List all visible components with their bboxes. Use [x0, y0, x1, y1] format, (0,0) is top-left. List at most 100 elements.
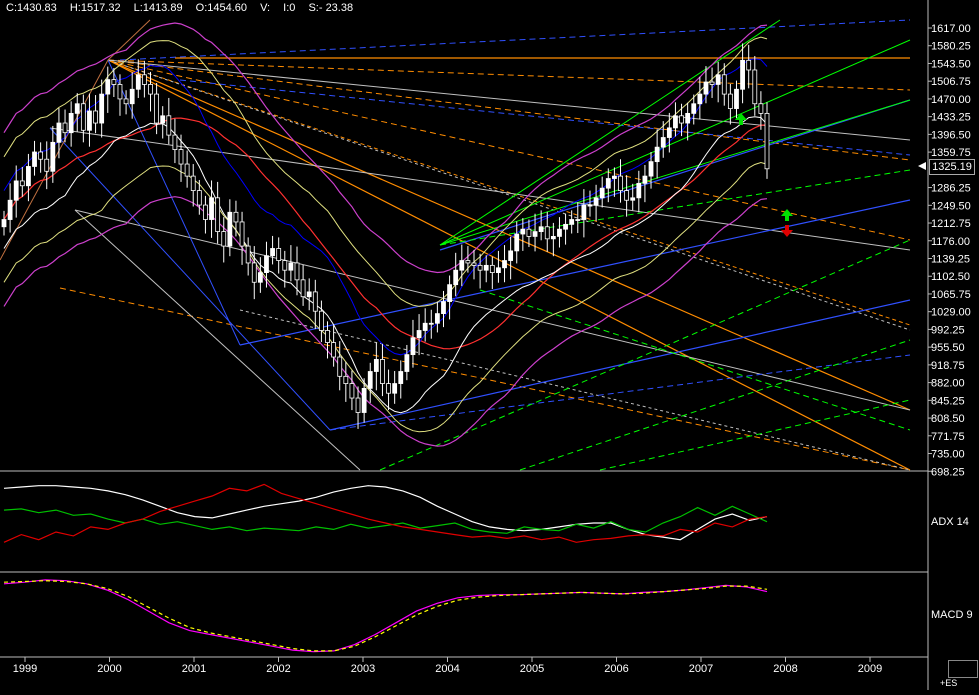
candle-body	[105, 79, 111, 95]
last-price-tag: 1325.19	[929, 159, 975, 175]
candle-body	[727, 93, 733, 109]
candle-body	[1, 219, 7, 228]
y-tick-label: 955.50	[931, 342, 965, 354]
high-value: H:1517.32	[69, 2, 121, 14]
candle-body	[215, 197, 221, 232]
price-axis: 1617.00 1580.25 1543.50 1506.75 1470.00 1433.…	[928, 23, 971, 478]
band-upper-blue	[3, 58, 768, 356]
candle-body	[593, 197, 599, 206]
candle-body	[196, 190, 202, 206]
candle-body	[673, 115, 678, 129]
candle-body	[221, 231, 227, 247]
x-tick-label: 2005	[520, 663, 544, 675]
fan-line	[379, 239, 911, 471]
y-tick-label: 1470.00	[931, 94, 971, 106]
candle-body	[264, 255, 269, 274]
s-value: S:- 23.38	[308, 2, 354, 14]
candle-body	[465, 260, 471, 264]
symbol-label: +ES	[940, 678, 958, 688]
candle-body	[135, 74, 141, 90]
macd-panel	[3, 579, 768, 653]
candle-body	[257, 272, 263, 283]
fan-line	[49, 127, 911, 251]
candle-body	[532, 231, 538, 237]
candle-body	[538, 226, 544, 232]
signal-arrows	[735, 113, 926, 237]
x-tick-label: 1999	[13, 663, 37, 675]
candle-body	[587, 204, 593, 207]
candle-body	[373, 359, 379, 372]
candle-body	[764, 112, 770, 170]
fan-line	[107, 59, 911, 471]
candle-body	[19, 180, 25, 187]
candle-body	[404, 354, 410, 372]
adx-label: ADX 14	[931, 516, 969, 528]
candle-body	[233, 211, 239, 223]
candle-body	[520, 228, 526, 235]
candle-body	[502, 260, 507, 269]
candle-body	[44, 158, 50, 172]
candle-body	[630, 197, 636, 201]
y-tick-label: 1359.75	[931, 147, 971, 159]
candle-body	[691, 103, 697, 114]
candle-body	[575, 219, 581, 221]
adx-panel	[3, 483, 768, 543]
candle-body	[685, 112, 691, 124]
candle-body	[123, 98, 129, 105]
fan-line	[107, 59, 911, 161]
fan-line	[179, 79, 911, 156]
candle-body	[129, 88, 135, 105]
candle-body	[361, 387, 367, 413]
panel-frame	[0, 0, 929, 690]
fan-line	[107, 59, 911, 411]
candle-body	[68, 112, 74, 134]
candle-body	[599, 187, 605, 199]
candle-body	[245, 245, 251, 264]
candle-body	[7, 199, 13, 220]
candle-body	[141, 74, 147, 85]
candle-body	[190, 175, 196, 191]
y-tick-label: 1029.00	[931, 307, 971, 319]
candle-body	[87, 110, 92, 131]
y-tick-label: 1176.00	[931, 236, 970, 248]
candle-body	[471, 262, 477, 266]
fan-line	[439, 39, 911, 246]
candle-body	[642, 175, 648, 184]
candle-body	[496, 267, 501, 274]
y-tick-label: 918.75	[931, 360, 965, 372]
candle-body	[38, 151, 44, 160]
candle-body	[526, 228, 532, 237]
fan-line	[107, 59, 911, 326]
candle-body	[239, 221, 245, 247]
candle-body	[514, 233, 520, 252]
ohlc-header: C:1430.83 H:1517.32 L:1413.89 O:1454.60 …	[6, 2, 363, 14]
candle-body	[679, 115, 684, 124]
fan-lines	[0, 19, 911, 471]
candle-body	[410, 337, 416, 356]
fan-line	[329, 299, 911, 431]
candle-body	[550, 236, 556, 240]
y-tick-label: 1543.50	[931, 58, 971, 70]
candle-body	[50, 141, 56, 172]
candle-body	[80, 103, 86, 131]
candle-body	[26, 166, 31, 187]
candle-body	[624, 190, 630, 201]
y-tick-label: 1286.25	[931, 183, 971, 195]
candle-body	[331, 342, 337, 358]
candle-body	[166, 115, 172, 136]
fan-line	[49, 127, 331, 431]
candle-body	[62, 122, 68, 134]
candle-body	[349, 383, 355, 399]
candle-body	[294, 262, 300, 281]
candle-body	[734, 88, 739, 109]
y-tick-label: 992.25	[931, 324, 965, 336]
y-tick-label: 1139.25	[931, 253, 970, 265]
x-tick-label: 2002	[266, 663, 290, 675]
x-tick-label: 2000	[97, 663, 121, 675]
y-tick-label: 698.25	[931, 466, 965, 478]
y-tick-label: 1580.25	[931, 41, 971, 53]
candle-body	[557, 228, 562, 237]
scroll-handle[interactable]	[948, 660, 978, 678]
candle-body	[459, 260, 465, 271]
